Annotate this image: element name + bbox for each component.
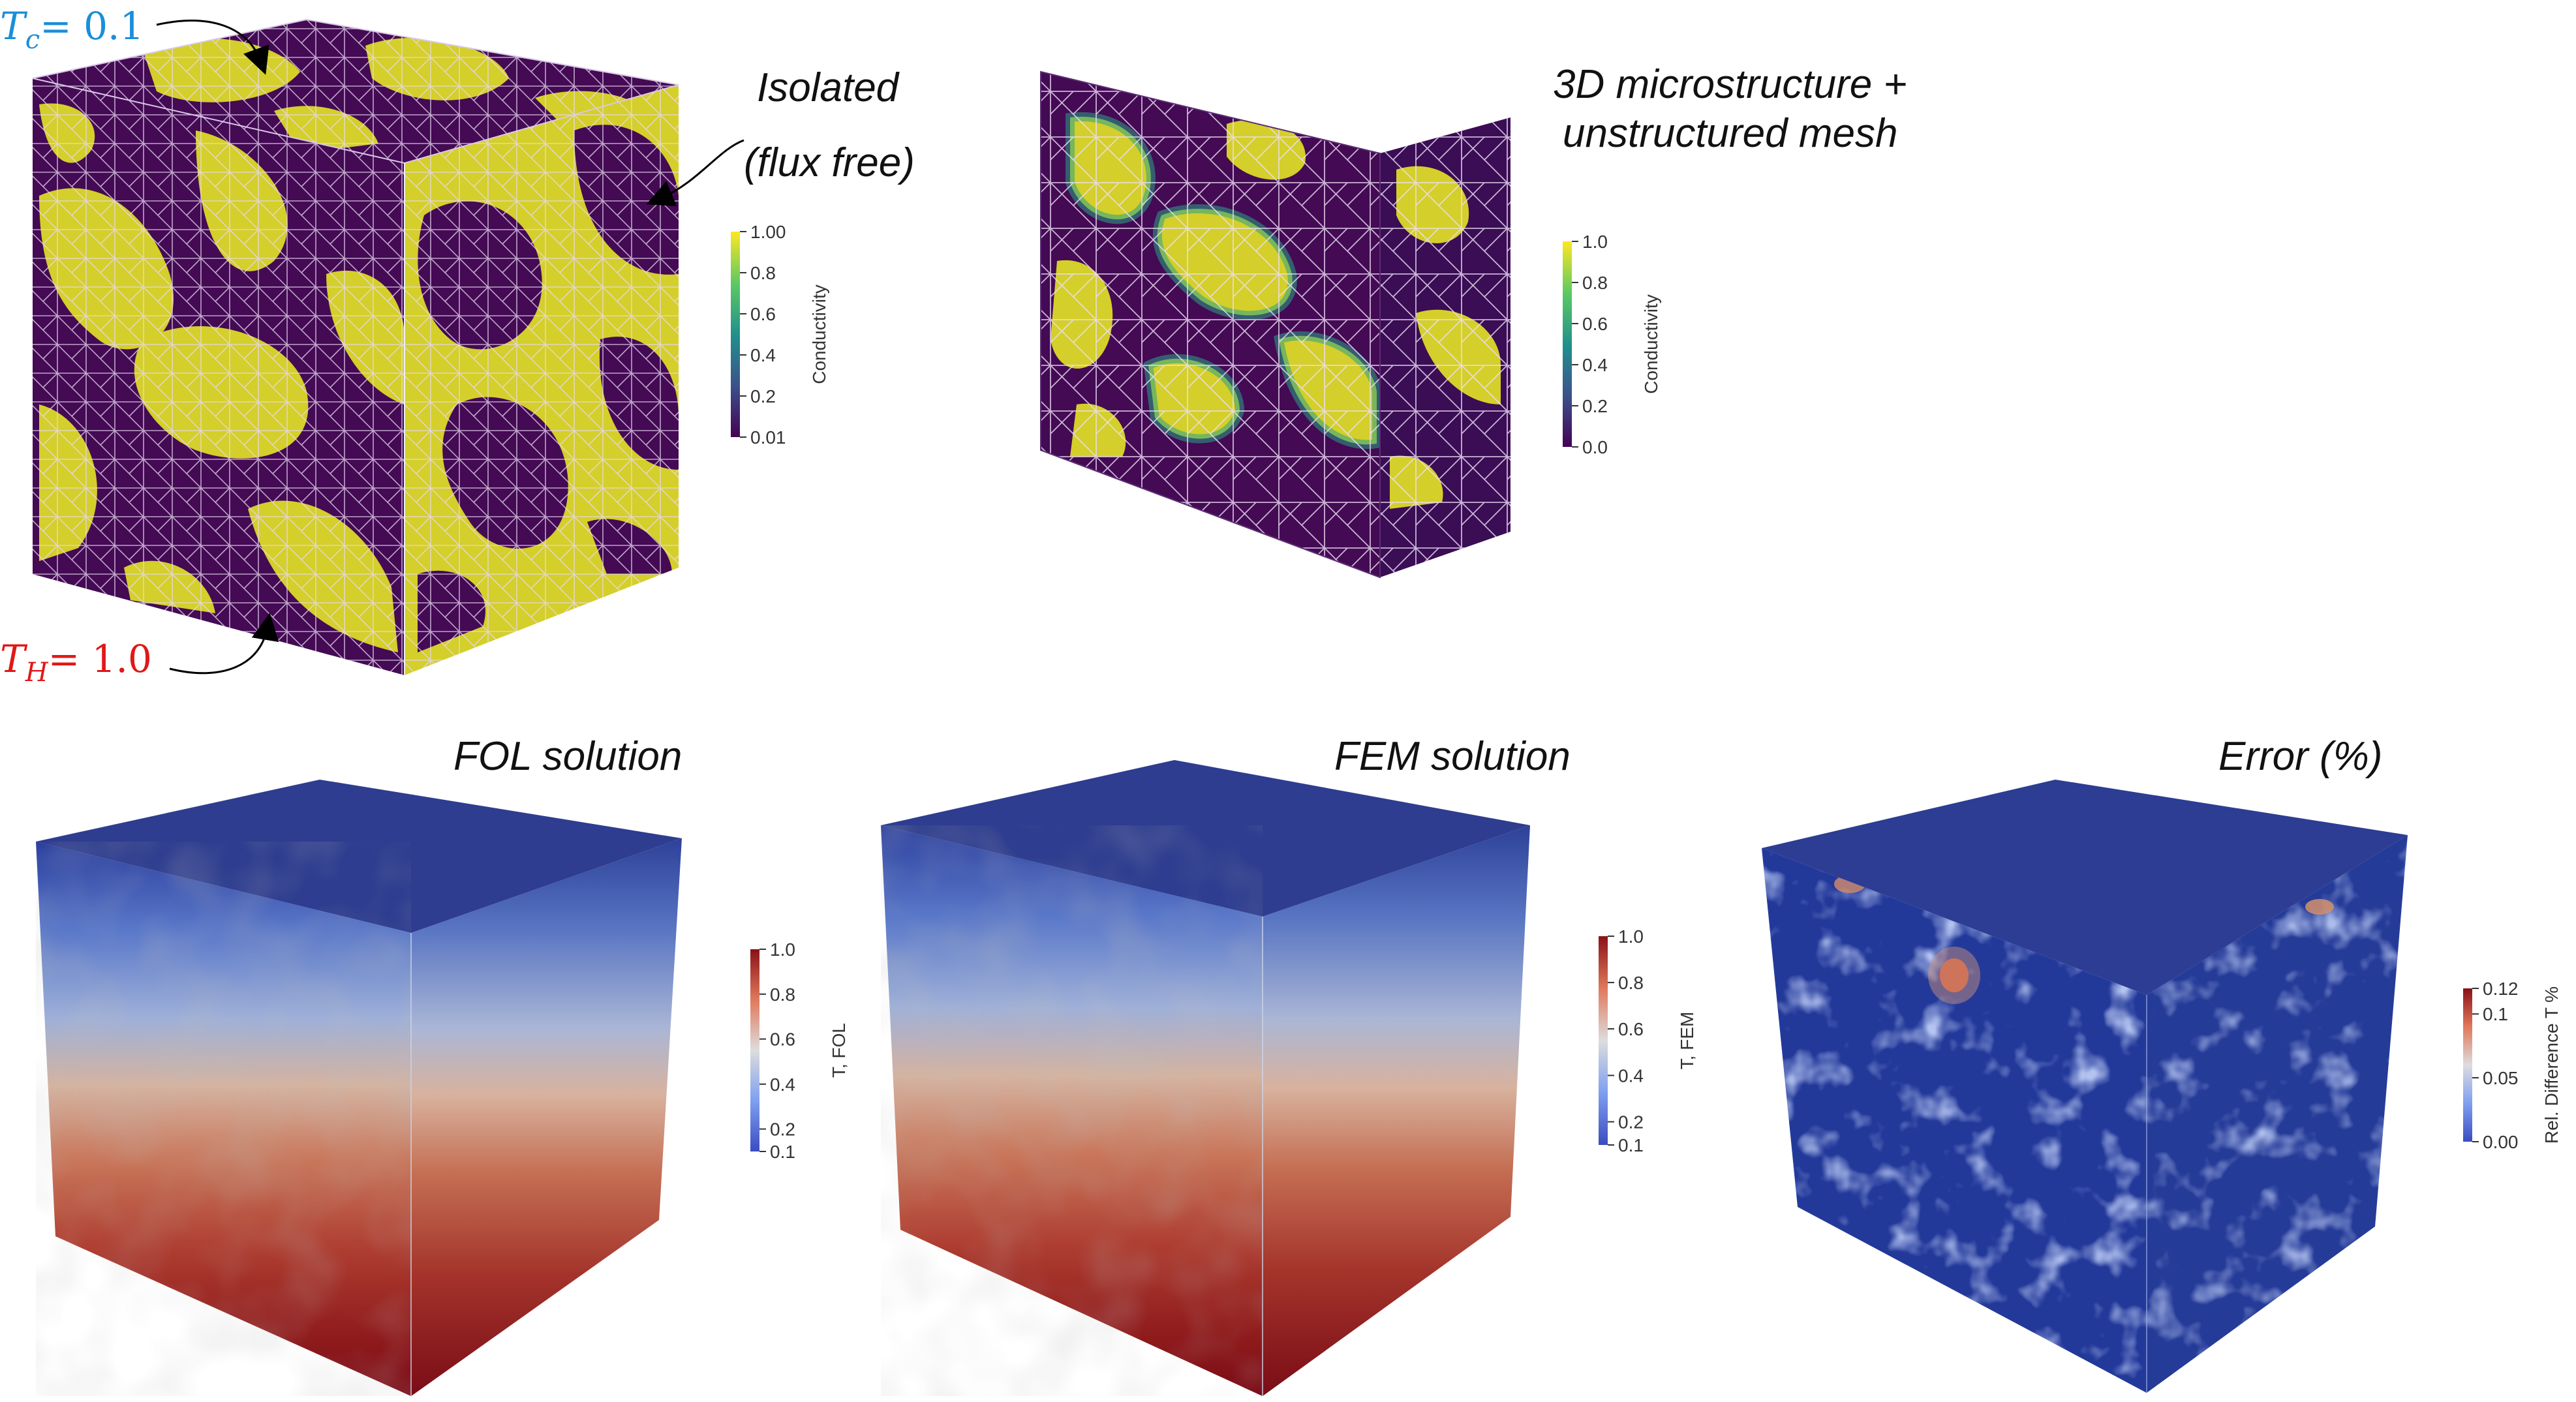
- cold-bc-annotation: Tc= 0.1: [0, 4, 269, 75]
- fem-cube: [881, 760, 1530, 1396]
- hot-bc-symbol: T: [0, 637, 28, 681]
- isolated-label: Isolated: [757, 65, 900, 110]
- flux-free-label: (flux free): [744, 140, 915, 185]
- colorbar-tick-label: 0.1: [770, 1142, 795, 1162]
- colorbar-tick-label: 0.2: [1582, 396, 1608, 416]
- fem-panel-title: FEM solution: [1334, 734, 1571, 779]
- colorbar-cb5: 0.12 0.1 0.05 0.00 Rel. Difference T %: [2463, 979, 2562, 1152]
- isolated-annotation: Isolated (flux free): [646, 65, 915, 207]
- colorbar-tick-label: 0.1: [2483, 1004, 2508, 1024]
- colorbar-title: T, FEM: [1677, 1012, 1697, 1070]
- cold-bc-arrow: [156, 20, 269, 75]
- fol-cube: [36, 780, 682, 1396]
- cold-bc-subscript: c: [25, 25, 40, 55]
- colorbar-tick-label: 0.2: [770, 1120, 795, 1140]
- colorbar-cb3: 1.0 0.8 0.6 0.4 0.20.1 T, FOL: [750, 939, 849, 1162]
- cold-bc-value: = 0.1: [40, 4, 144, 48]
- conductivity-cube: [32, 18, 679, 675]
- colorbar-cb2: 1.0 0.8 0.6 0.4 0.2 0.0 Conductivity: [1563, 232, 1661, 457]
- colorbar-title: Conductivity: [1641, 294, 1661, 394]
- error-panel-title: Error (%): [2218, 734, 2382, 779]
- colorbar-title: Rel. Difference T %: [2541, 986, 2562, 1144]
- colorbars: 1.00 0.8 0.6 0.4 0.2 0.01 Conductivity 1.0 0.8 0.…: [731, 222, 2562, 1162]
- colorbar-gradient: [731, 232, 740, 437]
- hot-bc-annotation: TH= 1.0: [0, 613, 279, 688]
- colorbar-tick-label: 0.6: [770, 1029, 795, 1050]
- colorbar-tick-label: 0.0: [1582, 437, 1608, 457]
- colorbar-cb4: 1.0 0.8 0.6 0.4 0.2 0.1 T, FEM: [1599, 926, 1697, 1155]
- colorbar-tick-label: 0.01: [750, 427, 786, 448]
- hot-bc-subscript: H: [25, 658, 49, 688]
- colorbar-gradient: [750, 949, 759, 1151]
- colorbar-gradient: [2463, 988, 2472, 1142]
- colorbar-tick-label: 0.6: [750, 304, 776, 324]
- cold-bc-label: Tc= 0.1: [0, 4, 144, 55]
- colorbar-tick-label: 0.05: [2483, 1068, 2519, 1088]
- colorbar-tick-label: 0.4: [770, 1074, 795, 1095]
- hot-bc-value: = 1.0: [48, 637, 152, 681]
- colorbar-tick-label: 0.8: [1618, 973, 1644, 993]
- colorbar-tick-label: 0.6: [1582, 314, 1608, 334]
- hot-bc-arrow: [169, 613, 279, 675]
- error-cube: [1762, 780, 2408, 1393]
- colorbar-tick-label: 0.4: [1582, 355, 1608, 375]
- colorbar-tick-label: 0.2: [750, 386, 776, 406]
- microstructure-label-line1: 3D microstructure +: [1553, 62, 1907, 107]
- colorbar-gradient: [1563, 241, 1572, 447]
- colorbar-tick-label: 1.0: [770, 939, 795, 960]
- colorbar-tick-label: 1.0: [1618, 926, 1644, 947]
- colorbar-tick-label: 0.8: [750, 263, 776, 283]
- colorbar-tick-label: 0.6: [1618, 1019, 1644, 1039]
- colorbar-tick-label: 0.12: [2483, 979, 2519, 999]
- colorbar-tick-label: 0.00: [2483, 1132, 2519, 1152]
- hot-bc-label: TH= 1.0: [0, 637, 152, 688]
- colorbar-tick-label: 0.1: [1618, 1135, 1644, 1155]
- colorbar-tick-label: 0.2: [1618, 1112, 1644, 1132]
- colorbar-tick-label: 0.4: [1618, 1065, 1644, 1086]
- colorbar-tick-label: 0.4: [750, 345, 776, 365]
- cold-bc-symbol: T: [0, 4, 28, 48]
- colorbar-cb1: 1.00 0.8 0.6 0.4 0.2 0.01 Conductivity: [731, 222, 829, 448]
- microstructure-label-line2: unstructured mesh: [1563, 111, 1897, 156]
- isolated-arrow: [646, 139, 744, 207]
- colorbar-tick-label: 1.00: [750, 222, 786, 242]
- colorbar-tick-label: 0.8: [770, 984, 795, 1005]
- colorbar-tick-label: 0.8: [1582, 273, 1608, 293]
- fol-panel-title: FOL solution: [453, 734, 682, 779]
- colorbar-gradient: [1599, 936, 1608, 1145]
- colorbar-title: T, FOL: [829, 1023, 849, 1078]
- colorbar-tick-label: 1.0: [1582, 232, 1608, 252]
- microstructure-annotation: 3D microstructure + unstructured mesh: [1553, 62, 1907, 156]
- colorbar-title: Conductivity: [809, 284, 829, 384]
- microstructure-cube: [1040, 70, 1510, 579]
